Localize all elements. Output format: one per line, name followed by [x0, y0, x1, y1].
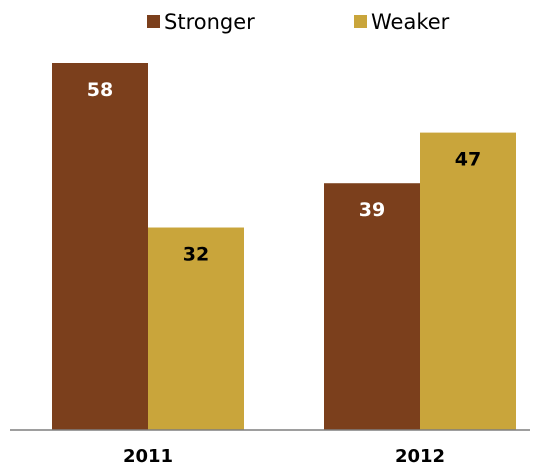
x-tick-label-2011: 2011: [123, 446, 173, 467]
bar-weaker-2012: [420, 132, 516, 430]
legend-swatch-stronger: [147, 15, 160, 28]
data-label-weaker-2012: 47: [455, 149, 481, 171]
bar-stronger-2011: [52, 63, 148, 430]
x-tick-label-2012: 2012: [395, 446, 445, 467]
data-label-stronger-2011: 58: [87, 79, 113, 101]
bar-weaker-2011: [148, 227, 244, 430]
legend-swatch-weaker: [354, 15, 367, 28]
bars: 58 32 39 47: [52, 63, 516, 430]
legend: Stronger Weaker: [147, 10, 450, 34]
data-label-stronger-2012: 39: [359, 199, 385, 221]
x-tick-labels: 2011 2012: [123, 446, 445, 467]
data-label-weaker-2011: 32: [183, 244, 209, 266]
legend-label-weaker: Weaker: [371, 10, 450, 34]
legend-label-stronger: Stronger: [164, 10, 255, 34]
bar-stronger-2012: [324, 183, 420, 430]
